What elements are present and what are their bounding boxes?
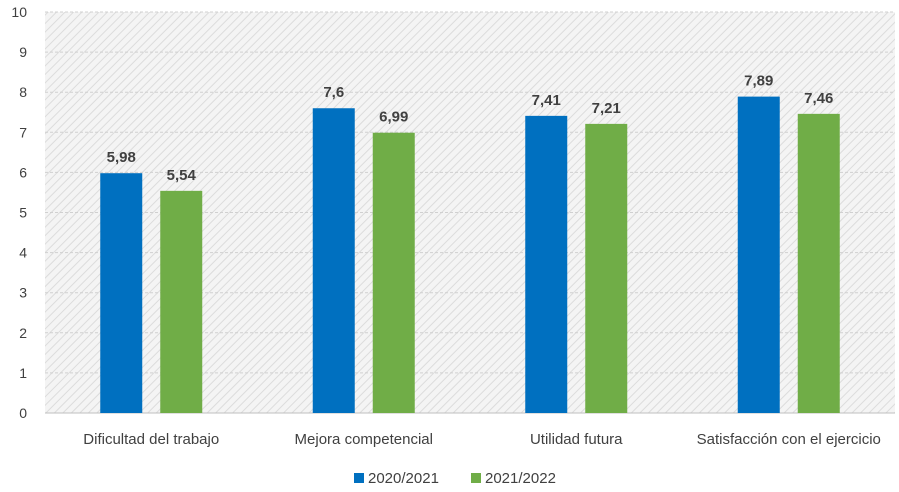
y-tick-label: 8 — [19, 84, 27, 100]
y-tick-label: 10 — [11, 4, 27, 20]
y-tick-label: 4 — [19, 245, 27, 261]
bar — [100, 173, 143, 413]
data-label: 7,6 — [323, 84, 344, 101]
x-tick-label: Satisfacción con el ejercicio — [697, 431, 881, 448]
data-label: 7,46 — [804, 90, 833, 107]
data-label: 6,99 — [379, 109, 408, 126]
y-tick-label: 3 — [19, 285, 27, 301]
data-label: 5,54 — [167, 167, 197, 184]
legend: 2020/2021 2021/2022 — [354, 470, 556, 487]
bar — [312, 108, 355, 414]
x-tick-label: Mejora competencial — [295, 431, 433, 448]
bar — [525, 115, 568, 413]
x-axis: Dificultad del trabajo Mejora competencia… — [83, 431, 881, 448]
data-label: 7,21 — [592, 100, 621, 117]
legend-swatch — [471, 473, 481, 483]
legend-label: 2021/2022 — [485, 470, 556, 487]
bars: 5,98 5,54 7,6 6,99 7,41 7,21 7,89 7,46 — [100, 73, 840, 414]
y-axis: 0 1 2 3 4 5 6 7 8 9 10 — [11, 4, 27, 421]
y-tick-label: 5 — [19, 205, 27, 221]
y-tick-label: 6 — [19, 164, 27, 180]
data-label: 7,89 — [744, 73, 773, 90]
x-tick-label: Dificultad del trabajo — [83, 431, 219, 448]
bar — [160, 190, 203, 413]
bar — [585, 123, 628, 413]
y-tick-label: 9 — [19, 44, 27, 60]
y-tick-label: 0 — [19, 405, 27, 421]
bar — [737, 96, 780, 414]
x-tick-label: Utilidad futura — [530, 431, 623, 448]
legend-swatch — [354, 473, 364, 483]
data-label: 5,98 — [107, 149, 136, 166]
y-tick-label: 7 — [19, 124, 27, 140]
bar — [797, 113, 840, 413]
y-tick-label: 1 — [19, 365, 27, 381]
data-label: 7,41 — [532, 92, 561, 109]
bar — [372, 132, 415, 414]
y-tick-label: 2 — [19, 325, 27, 341]
legend-label: 2020/2021 — [368, 470, 439, 487]
